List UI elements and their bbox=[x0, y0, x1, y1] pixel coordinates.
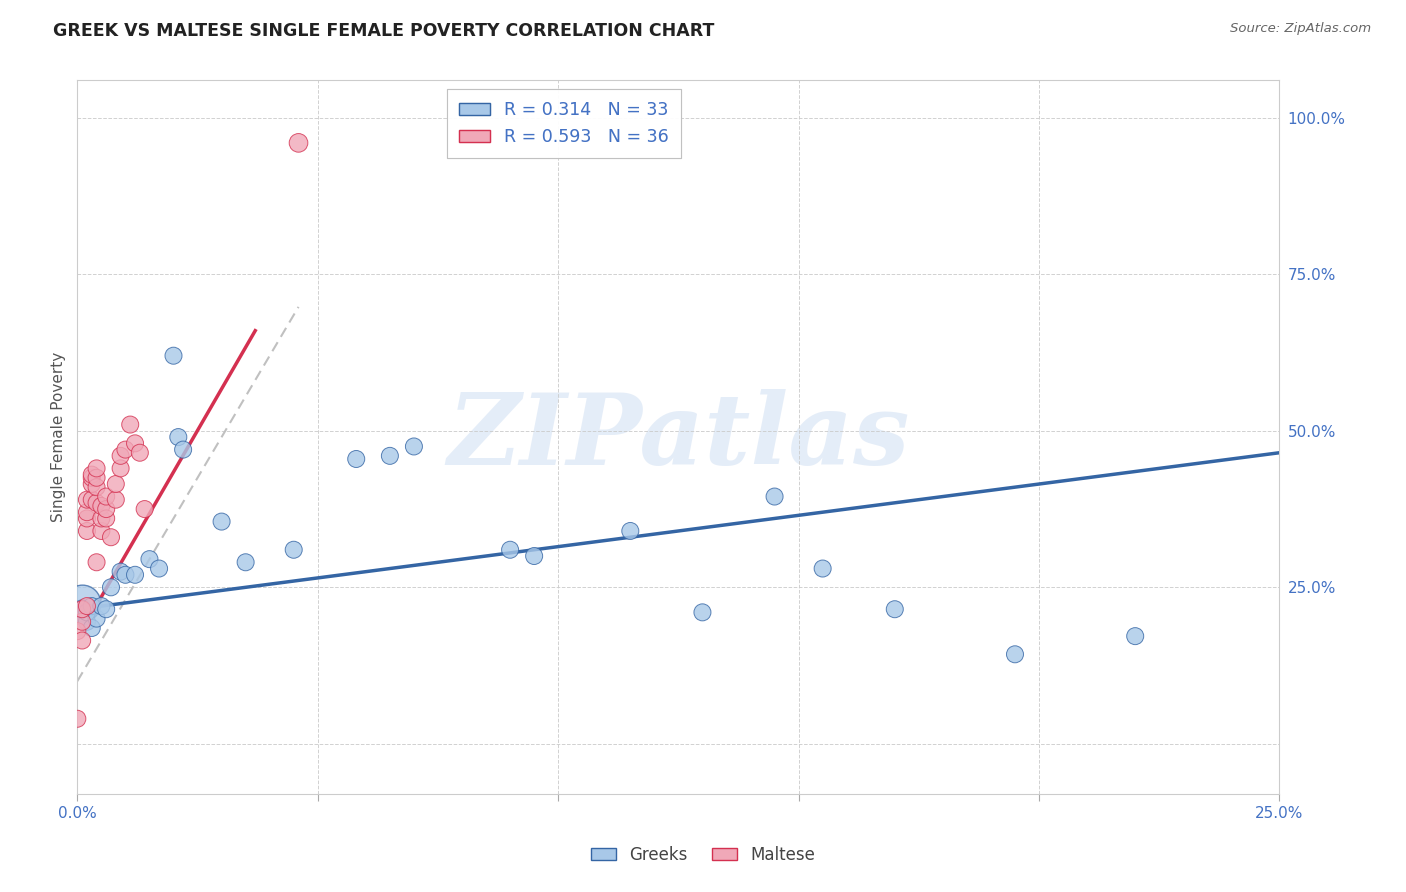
Point bbox=[66, 624, 89, 639]
Point bbox=[114, 442, 136, 457]
Point bbox=[86, 612, 108, 626]
Point bbox=[70, 602, 93, 616]
Point bbox=[86, 480, 108, 494]
Point bbox=[1004, 648, 1026, 662]
Point bbox=[104, 492, 127, 507]
Text: Source: ZipAtlas.com: Source: ZipAtlas.com bbox=[1230, 22, 1371, 36]
Point bbox=[110, 565, 132, 579]
Point bbox=[80, 621, 103, 635]
Point bbox=[96, 602, 118, 616]
Point bbox=[114, 567, 136, 582]
Point bbox=[70, 615, 93, 629]
Point bbox=[811, 561, 834, 575]
Point bbox=[100, 530, 122, 544]
Point bbox=[76, 524, 98, 538]
Point bbox=[86, 555, 108, 569]
Point bbox=[104, 477, 127, 491]
Point bbox=[619, 524, 641, 538]
Point bbox=[124, 567, 146, 582]
Legend: Greeks, Maltese: Greeks, Maltese bbox=[583, 839, 823, 871]
Point bbox=[80, 477, 103, 491]
Point bbox=[128, 446, 150, 460]
Text: GREEK VS MALTESE SINGLE FEMALE POVERTY CORRELATION CHART: GREEK VS MALTESE SINGLE FEMALE POVERTY C… bbox=[53, 22, 714, 40]
Point bbox=[148, 561, 170, 575]
Legend: R = 0.314   N = 33, R = 0.593   N = 36: R = 0.314 N = 33, R = 0.593 N = 36 bbox=[447, 89, 682, 158]
Point bbox=[235, 555, 257, 569]
Point bbox=[344, 452, 367, 467]
Point bbox=[90, 524, 112, 538]
Point bbox=[211, 515, 233, 529]
Point bbox=[86, 461, 108, 475]
Point bbox=[86, 496, 108, 510]
Point bbox=[134, 502, 156, 516]
Point bbox=[883, 602, 905, 616]
Point bbox=[80, 471, 103, 485]
Point bbox=[287, 136, 309, 150]
Point bbox=[692, 605, 714, 619]
Point bbox=[76, 599, 98, 613]
Point bbox=[70, 608, 93, 623]
Point bbox=[283, 542, 305, 557]
Point bbox=[763, 490, 786, 504]
Point bbox=[76, 605, 98, 619]
Point bbox=[70, 633, 93, 648]
Point bbox=[96, 490, 118, 504]
Point bbox=[86, 471, 108, 485]
Point bbox=[96, 502, 118, 516]
Point bbox=[110, 461, 132, 475]
Point bbox=[90, 511, 112, 525]
Point bbox=[1123, 629, 1146, 643]
Point bbox=[76, 615, 98, 629]
Text: ZIPatlas: ZIPatlas bbox=[447, 389, 910, 485]
Point bbox=[499, 542, 522, 557]
Point bbox=[80, 492, 103, 507]
Point bbox=[76, 492, 98, 507]
Point bbox=[80, 467, 103, 482]
Point bbox=[80, 599, 103, 613]
Y-axis label: Single Female Poverty: Single Female Poverty bbox=[51, 352, 66, 522]
Point bbox=[402, 440, 425, 454]
Point bbox=[90, 599, 112, 613]
Point bbox=[120, 417, 142, 432]
Point bbox=[76, 505, 98, 519]
Point bbox=[172, 442, 194, 457]
Point bbox=[138, 552, 160, 566]
Point bbox=[76, 511, 98, 525]
Point bbox=[523, 549, 546, 563]
Point bbox=[70, 596, 93, 610]
Point bbox=[378, 449, 401, 463]
Point bbox=[70, 602, 93, 616]
Point bbox=[66, 712, 89, 726]
Point bbox=[90, 499, 112, 513]
Point bbox=[162, 349, 184, 363]
Point bbox=[124, 436, 146, 450]
Point bbox=[100, 580, 122, 594]
Point bbox=[110, 449, 132, 463]
Point bbox=[96, 511, 118, 525]
Point bbox=[167, 430, 190, 444]
